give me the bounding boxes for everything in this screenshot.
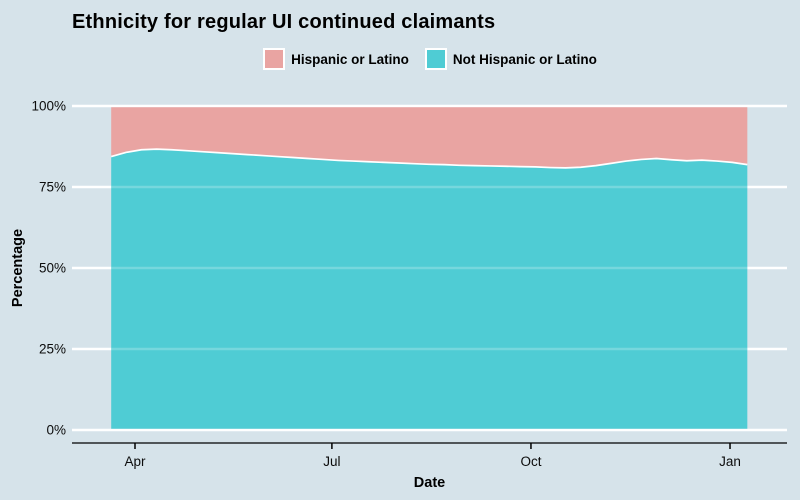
area-not-hispanic	[111, 149, 748, 429]
series-boundary-line	[110, 148, 748, 169]
area-hispanic	[111, 107, 748, 168]
x-tick-label: Apr	[124, 454, 146, 469]
legend: Hispanic or Latino Not Hispanic or Latino	[30, 48, 800, 70]
y-tick-label: 25%	[39, 342, 66, 357]
x-axis-title: Date	[414, 475, 445, 491]
faint-gridlines-overlay	[111, 185, 748, 351]
x-tick-label: Jul	[323, 454, 340, 469]
legend-key-swatch	[263, 48, 286, 70]
plot-area: Apr Jul Oct Jan 100% 75% 50% 25% 0% Date Percen…	[10, 99, 787, 491]
y-tick-label: 100%	[31, 99, 66, 114]
legend-item: Hispanic or Latino	[263, 48, 409, 70]
x-tick-label: Oct	[520, 454, 541, 469]
legend-label: Not Hispanic or Latino	[452, 51, 597, 67]
y-axis-tick-labels: 100% 75% 50% 25% 0%	[31, 99, 66, 438]
y-tick-label: 50%	[39, 261, 66, 276]
y-axis-title: Percentage	[10, 229, 26, 307]
x-tick-label: Jan	[719, 454, 741, 469]
legend-key-swatch	[424, 48, 447, 70]
y-tick-label: 75%	[39, 180, 66, 195]
y-tick-label: 0%	[46, 423, 66, 438]
x-axis-ticks: Apr Jul Oct Jan	[124, 443, 741, 469]
legend-item: Not Hispanic or Latino	[424, 48, 597, 70]
chart-title: Ethnicity for regular UI continued claim…	[72, 11, 496, 33]
legend-label: Hispanic or Latino	[291, 51, 409, 67]
